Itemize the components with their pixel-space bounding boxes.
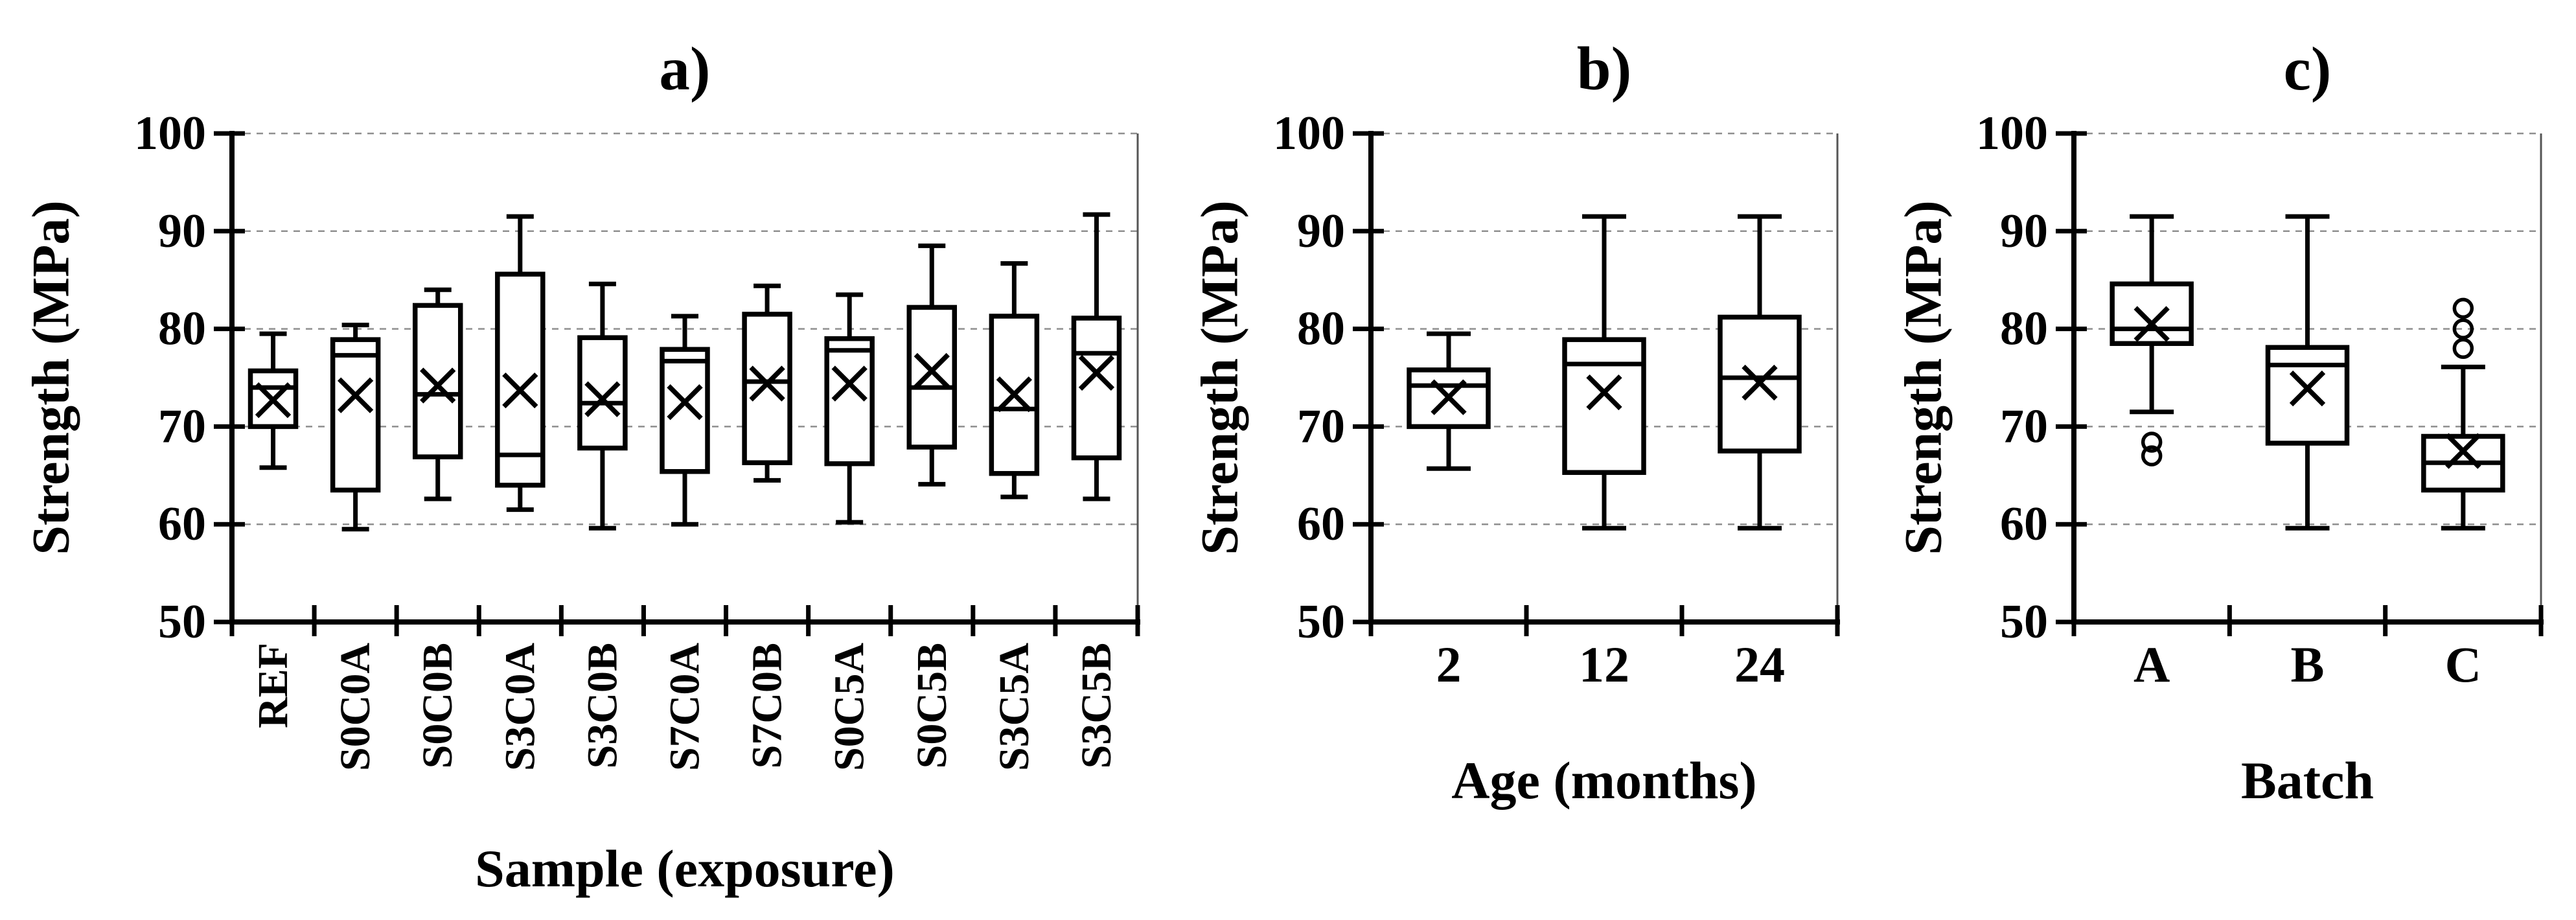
- y-tick-label: 60: [158, 498, 206, 551]
- mean-marker: [584, 381, 621, 417]
- mean-marker: [1431, 379, 1467, 415]
- mean-marker: [2289, 370, 2326, 407]
- box-2: [1407, 331, 1491, 471]
- y-tick-label: 50: [1297, 595, 1345, 649]
- box-REF: [247, 331, 299, 470]
- y-tick-label: 80: [2000, 303, 2048, 356]
- y-tick-label: 50: [158, 595, 206, 649]
- box-S3C5A: [989, 261, 1040, 500]
- box-24: [1718, 214, 1802, 531]
- y-tick-label: 100: [1976, 107, 2048, 160]
- y-tick-label: 90: [2000, 205, 2048, 258]
- y-tick-label: 100: [134, 107, 206, 160]
- panel-title: b): [1577, 34, 1631, 103]
- x-tick-label: S3C5B: [1073, 643, 1120, 768]
- panel-a: 50 60 70 80 90 100 Strength (MPa) a) Sample (exp…: [21, 34, 1140, 898]
- x-tick-label: S0C5A: [826, 643, 873, 771]
- box-S0C5B: [906, 243, 958, 487]
- iqr-box: [412, 303, 463, 459]
- panel-b: 50 60 70 80 90 100 Strength (MPa) b) Age (months…: [1190, 34, 1840, 810]
- x-tick-label: S7C0A: [661, 643, 709, 771]
- box-C: [2421, 297, 2505, 531]
- panel-c: 50 60 70 80 90 100 Strength (MPa) c) Batch A B C: [1894, 34, 2544, 810]
- y-axis-label: Strength (MPa): [21, 200, 80, 555]
- iqr-box: [2110, 281, 2194, 346]
- outlier-point: [2452, 318, 2474, 339]
- x-axis-label: Age (months): [1451, 751, 1756, 810]
- mean-marker: [1742, 364, 1778, 401]
- iqr-box: [2265, 345, 2350, 446]
- y-tick-label: 70: [2000, 400, 2048, 453]
- x-tick-label: A: [2133, 636, 2170, 693]
- box-S3C0B: [577, 281, 628, 531]
- y-axis-label: Strength (MPa): [1190, 200, 1249, 555]
- y-tick-label: 70: [158, 400, 206, 453]
- x-axis-label: Batch: [2241, 751, 2374, 810]
- box-S0C5A: [824, 292, 875, 525]
- mean-marker: [337, 377, 374, 413]
- box-S7C0B: [742, 283, 792, 483]
- mean-marker: [1586, 374, 1622, 411]
- x-tick-label: 12: [1579, 636, 1629, 693]
- outlier-point: [2452, 297, 2474, 319]
- box-S0C0B: [412, 287, 463, 501]
- y-tick-label: 100: [1273, 107, 1345, 160]
- mean-marker: [996, 376, 1033, 413]
- box-S7C0A: [660, 314, 710, 527]
- x-tick-label: REF: [249, 643, 297, 728]
- iqr-box: [1562, 337, 1646, 476]
- y-tick-label: 90: [1297, 205, 1345, 258]
- outlier-point: [2141, 445, 2163, 466]
- y-tick-label: 80: [158, 303, 206, 356]
- iqr-box: [495, 271, 546, 488]
- x-tick-label: B: [2290, 636, 2324, 693]
- mean-marker: [667, 384, 703, 420]
- y-tick-label: 60: [2000, 498, 2048, 551]
- x-tick-label: S7C0B: [744, 643, 791, 768]
- iqr-box: [906, 305, 958, 450]
- iqr-box: [660, 347, 710, 474]
- y-tick-label: 80: [1297, 303, 1345, 356]
- mean-marker: [831, 365, 868, 402]
- panel-title: a): [659, 34, 710, 103]
- mean-marker: [420, 367, 456, 404]
- iqr-box: [577, 335, 628, 451]
- x-tick-label: 24: [1734, 636, 1785, 693]
- x-tick-label: 2: [1436, 636, 1462, 693]
- box-12: [1562, 214, 1646, 531]
- outlier-point: [2141, 431, 2163, 453]
- y-axis-label: Strength (MPa): [1894, 200, 1953, 555]
- mean-marker: [2445, 433, 2481, 469]
- box-A: [2110, 214, 2194, 466]
- y-tick-label: 90: [158, 205, 206, 258]
- box-S0C0A: [330, 323, 381, 532]
- iqr-box: [330, 337, 381, 493]
- x-tick-label: S3C0A: [496, 643, 544, 771]
- box-B: [2265, 214, 2350, 531]
- x-tick-label: S0C0B: [414, 643, 461, 768]
- mean-marker: [2133, 306, 2170, 342]
- mean-marker: [1078, 354, 1115, 391]
- x-axis-label: Sample (exposure): [475, 839, 895, 898]
- x-tick-label: C: [2445, 636, 2481, 693]
- x-tick-label: S3C5A: [991, 643, 1038, 771]
- mean-marker: [914, 352, 950, 389]
- outlier-point: [2452, 338, 2474, 360]
- y-tick-label: 70: [1297, 400, 1345, 453]
- panel-title: c): [2284, 34, 2332, 103]
- x-tick-label: S3C0B: [579, 643, 626, 768]
- iqr-box: [824, 336, 875, 466]
- y-tick-label: 60: [1297, 498, 1345, 551]
- box-S3C5B: [1071, 212, 1122, 501]
- box-S3C0A: [495, 214, 546, 512]
- mean-marker: [255, 382, 292, 419]
- mean-marker: [749, 365, 785, 402]
- mean-marker: [502, 372, 538, 409]
- y-tick-label: 50: [2000, 595, 2048, 649]
- iqr-box: [742, 312, 792, 465]
- x-tick-label: S0C5B: [908, 643, 956, 768]
- x-tick-label: S0C0A: [332, 643, 379, 771]
